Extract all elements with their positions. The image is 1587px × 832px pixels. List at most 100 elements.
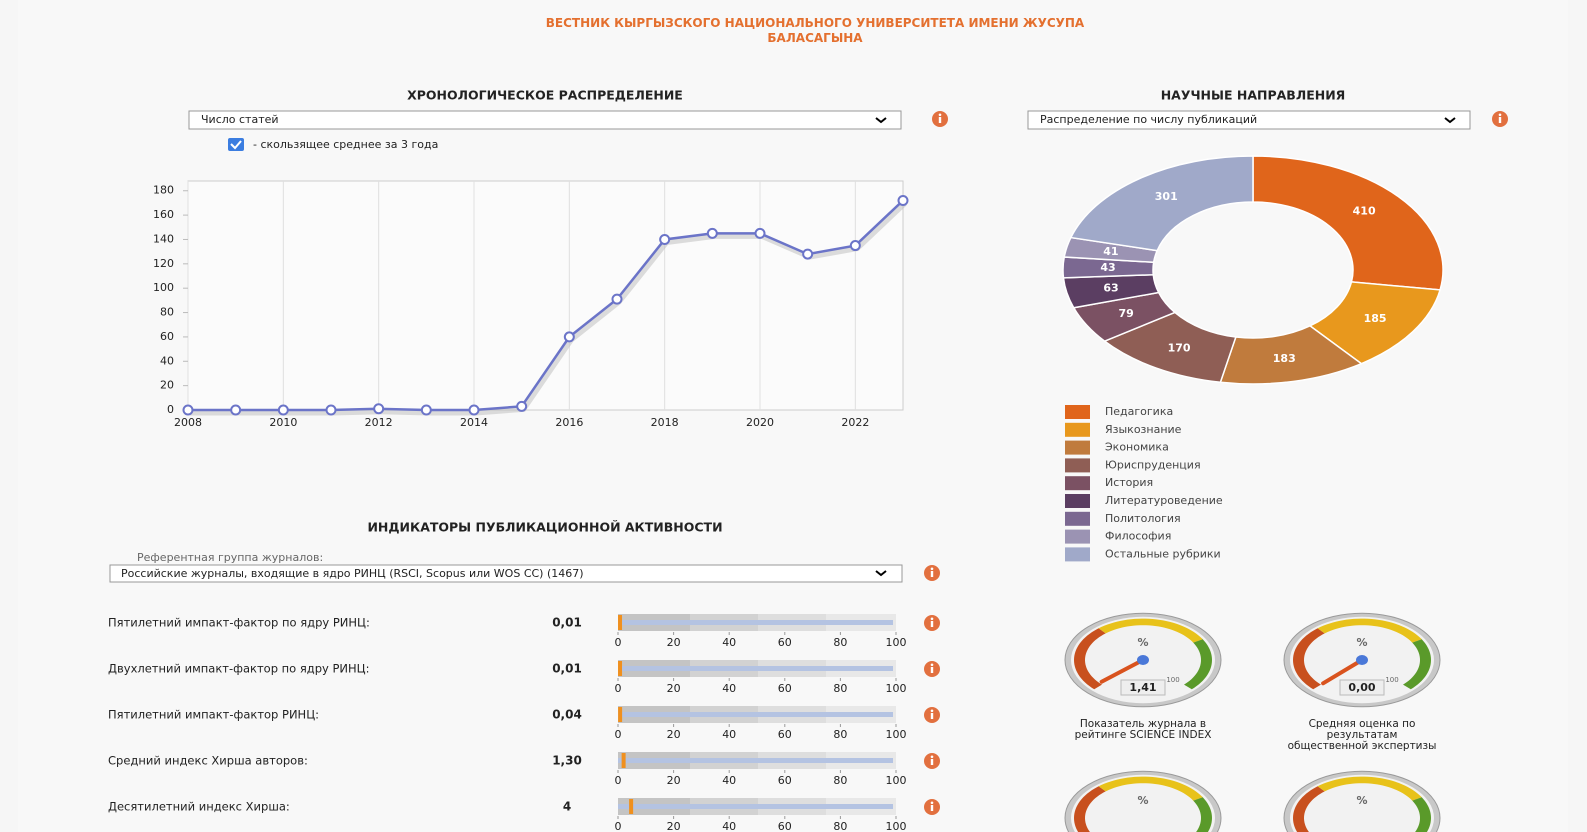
select-box[interactable] [188,110,902,130]
x-tick-label: 20 [667,682,681,695]
dropdown-arrow[interactable] [875,570,887,577]
select-box[interactable] [1027,110,1471,130]
y-tick-label: 180 [153,184,174,197]
info-icon-glyph [930,571,934,577]
gauge-band [1293,786,1325,832]
x-tick-label: 80 [833,820,847,832]
gauge-value: 1,41 [1129,681,1156,694]
section-title: ИНДИКАТОРЫ ПУБЛИКАЦИОННОЙ АКТИВНОСТИ [367,520,722,535]
select-label: Референтная группа журналов: [137,551,323,564]
data-point [659,233,671,245]
info-icon-glyph [930,713,934,719]
gauge-value: 0,00 [1348,681,1375,694]
y-tick-label: 80 [160,306,174,319]
title-line: БАЛАСАГЫНА [767,31,863,45]
select-box[interactable] [109,564,903,583]
gauge-band [1074,628,1106,690]
data-point [420,404,432,416]
x-tick-label: 20 [667,636,681,649]
x-tick-label: 40 [722,774,736,787]
legend-label: Экономика [1105,441,1169,454]
y-tick-label: 60 [160,330,174,343]
dropdown-arrow[interactable] [875,117,887,124]
x-tick-label: 100 [886,728,907,741]
data-point [802,248,814,260]
data-label: 410 [1353,205,1376,218]
bullet-bar [618,804,893,809]
x-tick-label: 20 [667,774,681,787]
data-point [182,404,194,416]
data-point [754,227,766,239]
legend-label: Юриспруденция [1105,458,1201,471]
gauge-needle [1321,658,1364,686]
info-icon-glyph [930,621,934,627]
legend-swatch [1065,529,1090,544]
data-line [190,201,907,416]
x-tick-label: 0 [615,728,622,741]
gauge-label: Средняя оценка по результатам общественн… [1287,719,1437,752]
indicator-value: 1,30 [552,754,582,768]
x-tick-label: 2020 [746,416,774,429]
y-tick-label: 140 [153,232,174,245]
legend-swatch [1065,494,1090,508]
gauge-max: 100 [1166,676,1179,684]
data-point [563,331,575,343]
data-line [188,199,904,412]
select-text[interactable]: Российские журналы, входящие в ядро РИНЦ… [121,567,584,580]
indicator-label: Пятилетний импакт-фактор РИНЦ: [108,708,319,722]
bullet-bar [618,620,893,625]
x-tick-label: 60 [778,636,792,649]
x-tick-label: 40 [722,820,736,832]
donut-segment [1252,155,1444,291]
data-label: 170 [1168,341,1191,354]
gauge-label-box: Показатель журнала в рейтинге SCIENCE IN… [1074,719,1212,741]
data-point [325,404,337,416]
x-tick-label: 0 [615,636,622,649]
bullet-marker [618,707,623,722]
section-title: ХРОНОЛОГИЧЕСКОЕ РАСПРЕДЕЛЕНИЕ [407,88,683,103]
data-label: 43 [1100,261,1115,274]
gauge-band [1193,797,1212,832]
data-point [277,404,289,416]
info-icon-glyph [930,663,934,667]
info-icon-glyph [930,709,934,713]
checkbox[interactable] [228,138,244,151]
legend-label: Языкознание [1105,423,1182,436]
x-tick-label: 2012 [365,416,393,429]
x-tick-label: 40 [722,636,736,649]
bullet-marker [618,661,623,676]
x-tick-label: 20 [667,820,681,832]
indicator-value: 0,04 [552,708,582,722]
gauge-band [1317,776,1422,801]
x-tick-label: 2008 [174,416,202,429]
x-tick-label: 40 [722,728,736,741]
select-text[interactable]: Распределение по числу публикаций [1040,113,1257,126]
gauge-label: Показатель журнала в рейтинге SCIENCE IN… [1074,719,1212,741]
gauge-unit: % [1356,794,1367,807]
bullet-marker [618,615,623,630]
legend-label: Педагогика [1105,405,1173,418]
data-label: 183 [1273,352,1296,365]
x-tick-label: 100 [886,820,907,832]
legend-swatch [1065,458,1090,473]
gauge-value-box [1120,679,1166,696]
bullet-marker [629,799,634,814]
y-tick-label: 20 [160,379,174,392]
y-tick-label: 100 [153,281,174,294]
x-tick-label: 2022 [841,416,869,429]
data-point [230,404,242,416]
x-tick-label: 80 [833,728,847,741]
gauge-band [1074,786,1106,832]
info-icon-glyph [930,801,934,805]
gauge-band [1293,628,1325,690]
select-text[interactable]: Число статей [201,113,279,126]
legend-swatch [1065,511,1090,526]
legend-label: Политология [1105,512,1181,525]
legend-label: Философия [1105,530,1171,543]
x-tick-label: 60 [778,728,792,741]
gauge-band [1098,618,1203,643]
info-icon-glyph [1498,117,1502,123]
donut-segment [1069,155,1254,252]
dropdown-arrow[interactable] [1444,117,1456,124]
